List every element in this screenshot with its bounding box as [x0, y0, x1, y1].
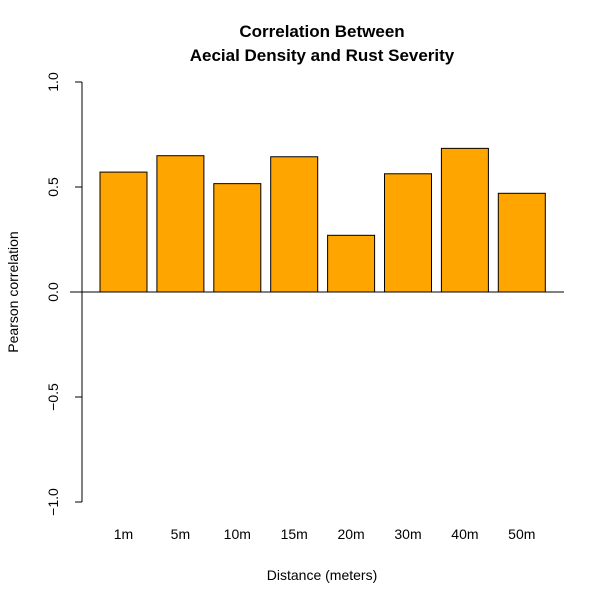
y-tick-label: 0.0 [45, 282, 61, 302]
bar-40m [440, 147, 489, 293]
x-tick-label: 10m [224, 526, 251, 542]
bar-10m [213, 183, 262, 293]
x-tick-label: 40m [451, 526, 478, 542]
y-tick-label: 1.0 [45, 72, 61, 92]
y-axis-label: Pearson correlation [5, 231, 21, 352]
y-axis: −1.0 −0.5 0.0 0.5 1.0 [45, 72, 83, 516]
bar-5m [156, 155, 205, 293]
bar-50m [497, 192, 546, 293]
x-tick-label: 20m [337, 526, 364, 542]
chart-title-line-2: Aecial Density and Rust Severity [190, 46, 455, 65]
bars [99, 147, 546, 293]
bar-20m [327, 234, 376, 293]
x-tick-label: 50m [508, 526, 535, 542]
bar-1m [99, 171, 148, 293]
chart-title-line-1: Correlation Between [239, 22, 404, 41]
x-tick-labels: 1m 5m 10m 15m 20m 30m 40m 50m [114, 526, 536, 542]
y-tick-label: 0.5 [45, 177, 61, 197]
x-axis-label: Distance (meters) [267, 567, 377, 583]
x-tick-label: 30m [394, 526, 421, 542]
bar-15m [270, 156, 319, 293]
x-tick-label: 5m [171, 526, 190, 542]
y-tick-label: −1.0 [45, 488, 61, 516]
y-tick-label: −0.5 [45, 383, 61, 411]
x-tick-label: 1m [114, 526, 133, 542]
x-tick-label: 15m [281, 526, 308, 542]
bar-30m [384, 173, 432, 293]
